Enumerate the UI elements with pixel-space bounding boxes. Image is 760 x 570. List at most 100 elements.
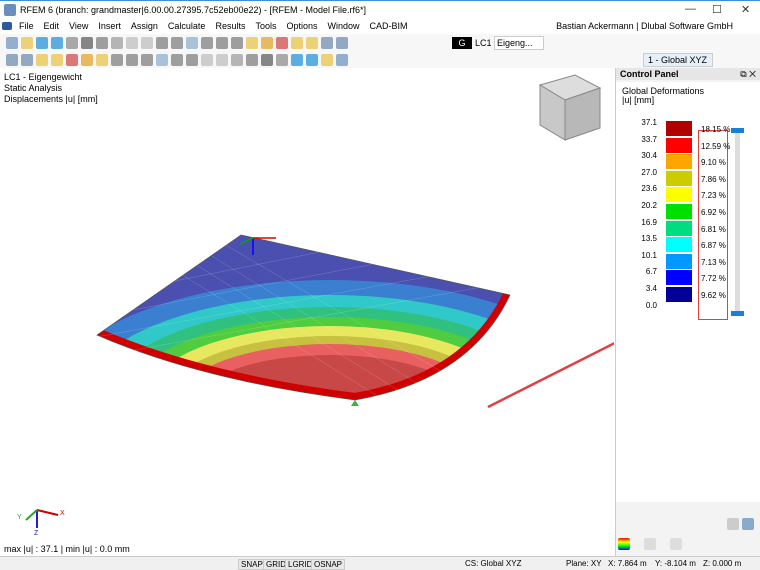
toolbar-button-icon[interactable] — [36, 37, 48, 49]
osnap-toggle[interactable]: OSNAP — [311, 559, 346, 570]
load-case-select[interactable]: Eigeng... — [494, 36, 544, 50]
result-info: LC1 - Eigengewicht Static Analysis Displ… — [4, 72, 98, 105]
legend-value: 30.4 — [641, 151, 657, 161]
view-cube[interactable] — [538, 74, 602, 141]
menu-icon — [2, 22, 12, 30]
toolbar-button-icon[interactable] — [96, 37, 108, 49]
legend: Global Deformations |u| [mm] 37.1 33.7 30.… — [616, 82, 760, 502]
tab-filter[interactable] — [670, 538, 682, 550]
close-button[interactable]: ✕ — [741, 4, 751, 16]
toolbar-button-icon[interactable] — [66, 54, 78, 66]
deformation-contour — [97, 235, 510, 400]
toolbar-button-icon[interactable] — [6, 54, 18, 66]
menu-file[interactable]: File — [19, 21, 34, 31]
legend-percentage: 18.15 % — [701, 125, 731, 134]
info-analysis: Static Analysis — [4, 83, 63, 93]
legend-toggle-icon[interactable] — [742, 518, 754, 530]
toolbar-button-icon[interactable] — [291, 37, 303, 49]
toolbar-button-icon[interactable] — [321, 37, 333, 49]
toolbar-button-icon[interactable] — [126, 37, 138, 49]
toolbar-button-icon[interactable] — [201, 37, 213, 49]
legend-color-swatch — [666, 204, 692, 219]
load-case-code: G — [452, 37, 472, 49]
toolbar-button-icon[interactable] — [21, 54, 33, 66]
toolbar-button-icon[interactable] — [321, 54, 333, 66]
info-result-type: Displacements |u| [mm] — [4, 94, 98, 104]
minimize-button[interactable]: — — [685, 3, 696, 15]
legend-value: 20.2 — [641, 201, 657, 210]
toolbar-button-icon[interactable] — [81, 37, 93, 49]
menu-tools[interactable]: Tools — [255, 21, 277, 31]
legend-percentage: 6.81 % — [701, 224, 726, 234]
status-z: Z: 0.000 m — [703, 559, 742, 568]
menu-calculate[interactable]: Calculate — [167, 21, 206, 31]
toolbar-button-icon[interactable] — [81, 54, 93, 66]
menu-view[interactable]: View — [69, 21, 89, 31]
legend-slider[interactable] — [735, 128, 740, 316]
toolbar-button-icon[interactable] — [66, 37, 78, 49]
toolbar-button-icon[interactable] — [126, 54, 138, 66]
toolbar-button-icon[interactable] — [36, 54, 48, 66]
menu-assign[interactable]: Assign — [130, 21, 158, 31]
toolbar-button-icon[interactable] — [21, 37, 33, 49]
toolbar-button-icon[interactable] — [156, 54, 168, 66]
toolbar-button-icon[interactable] — [306, 54, 318, 66]
toolbar-button-icon[interactable] — [336, 54, 348, 66]
annotation-arrow — [487, 341, 614, 409]
toolbar-button-icon[interactable] — [51, 54, 63, 66]
toolbar-button-icon[interactable] — [141, 37, 153, 49]
snap-toggle[interactable]: SNAP — [238, 559, 266, 570]
legend-color-swatch — [666, 170, 692, 186]
toolbar-button-icon[interactable] — [186, 37, 198, 49]
slider-handle-top[interactable] — [731, 128, 744, 133]
menu-window[interactable]: Window — [327, 21, 360, 31]
toolbar-button-icon[interactable] — [186, 54, 198, 66]
panel-float-close[interactable]: ⧉ ✕ — [740, 69, 756, 79]
toolbar-button-icon[interactable] — [261, 54, 273, 66]
slider-handle-bottom[interactable] — [731, 311, 744, 316]
legend-value: 37.1 — [641, 118, 657, 127]
percent-highlight — [698, 130, 728, 320]
tab-color-scale[interactable] — [618, 538, 630, 550]
toolbar-button-icon[interactable] — [111, 54, 123, 66]
coord-system-select[interactable]: 1 - Global XYZ — [643, 53, 713, 67]
legend-percentage: 6.92 % — [701, 208, 726, 217]
settings-icon[interactable] — [727, 518, 740, 530]
legend-heading: Global Deformations — [622, 86, 705, 96]
3d-viewport[interactable]: LC1 - Eigengewicht Static Analysis Displ… — [0, 68, 614, 556]
toolbar-button-icon[interactable] — [171, 37, 183, 49]
toolbar-button-icon[interactable] — [246, 37, 258, 49]
toolbar-button-icon[interactable] — [141, 54, 153, 66]
toolbar-button-icon[interactable] — [111, 37, 123, 49]
toolbar-button-icon[interactable] — [291, 54, 303, 66]
toolbar-button-icon[interactable] — [231, 54, 243, 66]
menu-results[interactable]: Results — [215, 21, 246, 31]
toolbar-button-icon[interactable] — [51, 37, 63, 49]
toolbar-button-icon[interactable] — [96, 54, 108, 66]
min-max-summary: max |u| : 37.1 | min |u| : 0.0 mm — [4, 544, 130, 554]
axis-triad — [25, 509, 59, 528]
maximize-button[interactable]: ☐ — [712, 4, 722, 16]
tab-scale-factors[interactable] — [644, 538, 656, 550]
toolbar-button-icon[interactable] — [246, 54, 258, 66]
panel-tabs — [618, 538, 682, 550]
legend-color-swatch — [666, 237, 692, 253]
toolbar-button-icon[interactable] — [336, 37, 348, 49]
menu-options[interactable]: Options — [286, 21, 318, 31]
toolbar-button-icon[interactable] — [231, 37, 243, 49]
toolbar-button-icon[interactable] — [6, 37, 18, 49]
toolbar-button-icon[interactable] — [171, 54, 183, 66]
menu-edit[interactable]: Edit — [43, 21, 60, 31]
menu-insert[interactable]: Insert — [98, 21, 121, 31]
toolbar-button-icon[interactable] — [306, 37, 318, 49]
legend-color-swatch — [666, 121, 692, 136]
toolbar-button-icon[interactable] — [156, 37, 168, 49]
toolbar-button-icon[interactable] — [276, 54, 288, 66]
menu-cad-bim[interactable]: CAD-BIM — [369, 21, 408, 31]
legend-value: 13.5 — [641, 234, 657, 244]
toolbar-button-icon[interactable] — [261, 37, 273, 49]
toolbar-button-icon[interactable] — [201, 54, 213, 66]
toolbar-button-icon[interactable] — [276, 37, 288, 49]
toolbar-button-icon[interactable] — [216, 54, 228, 66]
toolbar-button-icon[interactable] — [216, 37, 228, 49]
